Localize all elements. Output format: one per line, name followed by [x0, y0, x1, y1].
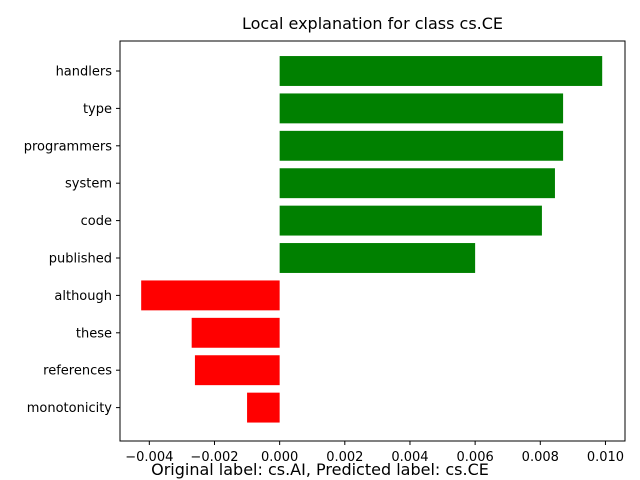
y-tick-label: code [81, 214, 112, 229]
x-tick-label: 0.004 [391, 450, 428, 465]
bar-although [141, 280, 280, 311]
y-tick-label: type [83, 102, 112, 117]
bar-code [279, 205, 542, 236]
chart-title: Local explanation for class cs.CE [242, 14, 503, 33]
x-tick-label: 0.010 [587, 450, 624, 465]
x-tick-label: 0.002 [326, 450, 363, 465]
x-axis: −0.004 −0.002 0.000 0.002 0.004 0.006 0.008 0.0… [125, 441, 624, 465]
x-tick-label: −0.004 [125, 450, 173, 465]
bar-references [194, 355, 280, 386]
y-tick-label: programmers [24, 139, 112, 154]
y-tick-label: references [43, 364, 112, 379]
x-tick-label: 0.000 [261, 450, 298, 465]
bars-group [141, 56, 603, 423]
plot-frame [119, 40, 626, 442]
y-tick-label: although [54, 289, 112, 304]
y-tick-label: handlers [56, 65, 113, 80]
y-tick-label: these [76, 326, 112, 341]
bar-programmers [279, 130, 564, 161]
bar-system [279, 168, 555, 199]
x-tick-label: −0.002 [190, 450, 238, 465]
bar-monotonicity [247, 392, 280, 423]
chart-caption: Original label: cs.AI, Predicted label: … [151, 460, 489, 479]
bar-published [279, 243, 476, 273]
y-tick-label: published [49, 252, 112, 267]
y-tick-label: system [65, 177, 112, 192]
y-tick-label: monotonicity [27, 401, 113, 416]
bar-these [191, 317, 280, 348]
x-tick-label: 0.008 [522, 450, 559, 465]
bar-type [279, 93, 564, 124]
y-axis: handlers type programmers system code publish… [24, 65, 120, 416]
bar-handlers [279, 56, 603, 86]
x-tick-label: 0.006 [457, 450, 494, 465]
